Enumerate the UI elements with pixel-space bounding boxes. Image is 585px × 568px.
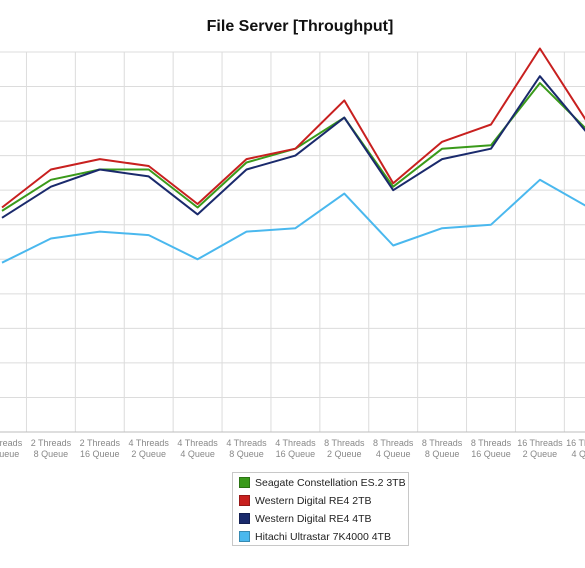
x-tick-label: 2 Threads 8 Queue [31,438,72,459]
legend-label: Western Digital RE4 4TB [255,513,372,525]
x-tick-label: 8 Threads 16 Queue [471,438,512,459]
legend: Seagate Constellation ES.2 3TB Western Di… [232,472,409,546]
legend-label: Western Digital RE4 2TB [255,495,372,507]
legend-swatch [239,513,250,524]
grid [0,51,585,433]
legend-swatch [239,495,250,506]
series-line-1 [1,47,585,209]
series-line-0 [1,82,585,212]
series-line-2 [1,75,585,219]
series-lines [1,47,585,264]
x-tick-label: 8 Threads 8 Queue [422,438,463,459]
legend-swatch [239,531,250,542]
legend-item: Hitachi Ultrastar 7K4000 4TB [239,530,391,544]
x-tick-label: 8 Threads 2 Queue [324,438,365,459]
legend-item: Western Digital RE4 4TB [239,512,372,526]
x-tick-label: 8 Threads 4 Queue [373,438,414,459]
chart-title: File Server [Throughput] [206,18,394,35]
legend-label: Hitachi Ultrastar 7K4000 4TB [255,531,391,543]
x-tick-label: 4 Threads 2 Queue [129,438,170,459]
series-line-3 [1,178,585,264]
legend-item: Seagate Constellation ES.2 3TB [239,476,406,490]
x-tick-label: 4 Threads 4 Queue [177,438,218,459]
legend-swatch [239,477,250,488]
x-tick-label: 4 Threads 8 Queue [226,438,267,459]
x-tick-label: 4 Threads 16 Queue [275,438,316,459]
legend-label: Seagate Constellation ES.2 3TB [255,477,406,489]
legend-item: Western Digital RE4 2TB [239,494,372,508]
x-tick-label: 2 Threads 16 Queue [80,438,121,459]
x-tick-label: 16 Threads 2 Queue [517,438,563,459]
